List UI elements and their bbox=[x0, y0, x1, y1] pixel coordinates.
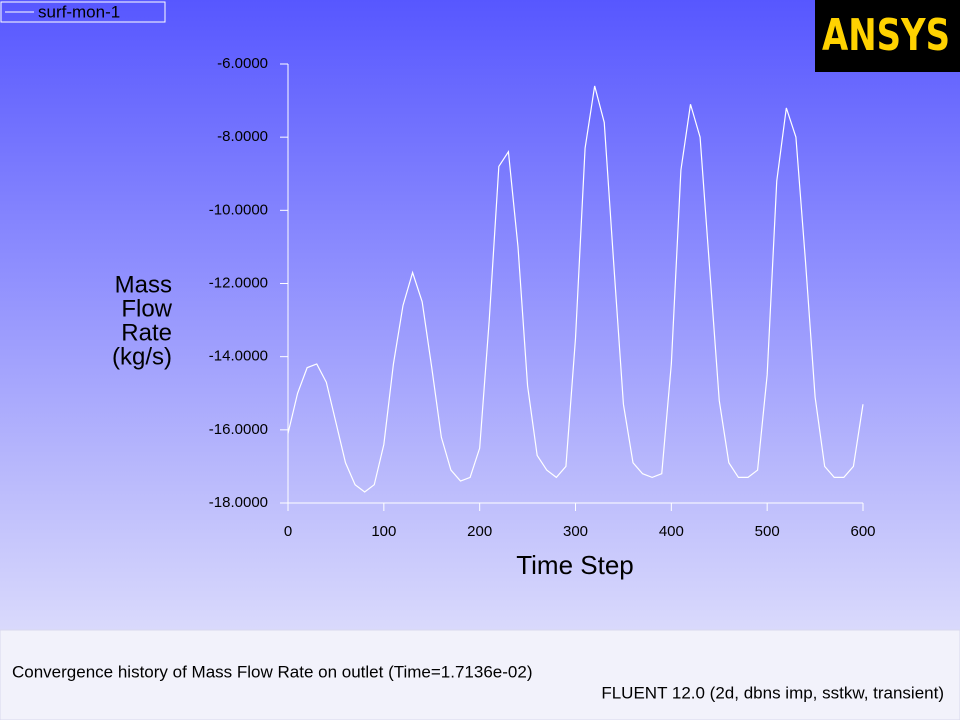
solver-info: FLUENT 12.0 (2d, dbns imp, sstkw, transi… bbox=[601, 683, 944, 702]
x-tick-label: 300 bbox=[563, 523, 588, 540]
y-tick-label: -10.0000 bbox=[209, 201, 268, 218]
y-axis-label: Rate bbox=[121, 319, 172, 346]
caption: Convergence history of Mass Flow Rate on… bbox=[12, 662, 532, 681]
y-tick-label: -14.0000 bbox=[209, 348, 268, 365]
y-tick-label: -18.0000 bbox=[209, 494, 268, 511]
y-axis-label: Flow bbox=[121, 295, 172, 322]
legend-label: surf-mon-1 bbox=[38, 2, 120, 21]
x-tick-label: 400 bbox=[659, 523, 684, 540]
logo-box bbox=[815, 0, 960, 72]
y-tick-label: -6.0000 bbox=[217, 55, 268, 72]
y-axis-label: (kg/s) bbox=[112, 343, 172, 370]
y-axis-label: Mass bbox=[115, 271, 172, 298]
logo: ANSYS bbox=[822, 10, 950, 61]
series-line bbox=[287, 85, 864, 493]
x-tick-label: 600 bbox=[850, 523, 875, 540]
footer-panel bbox=[0, 629, 960, 720]
y-tick-label: -12.0000 bbox=[209, 274, 268, 291]
x-tick-label: 0 bbox=[284, 523, 292, 540]
x-tick-label: 200 bbox=[467, 523, 492, 540]
x-tick-label: 500 bbox=[755, 523, 780, 540]
x-axis-label: Time Step bbox=[516, 550, 634, 580]
x-tick-label: 100 bbox=[371, 523, 396, 540]
legend-box bbox=[0, 1, 166, 23]
y-tick-label: -16.0000 bbox=[209, 421, 268, 438]
y-tick-label: -8.0000 bbox=[217, 128, 268, 145]
